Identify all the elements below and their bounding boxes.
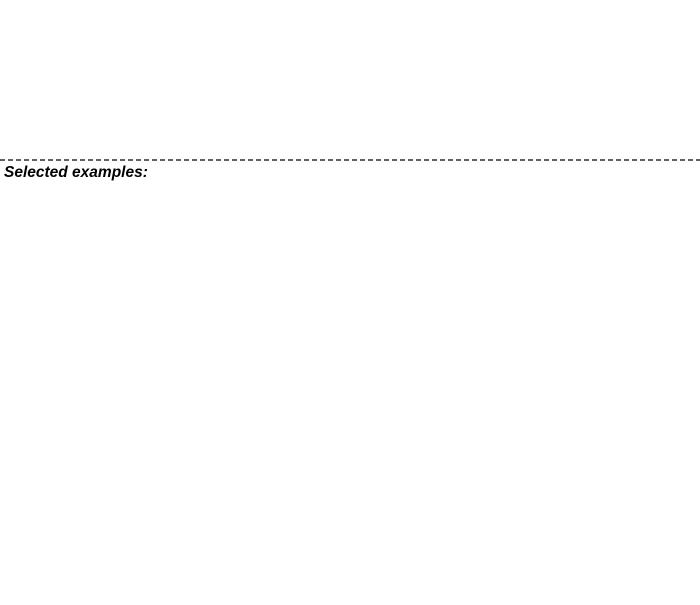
svg-text:Selected examples:: Selected examples:: [4, 164, 148, 181]
